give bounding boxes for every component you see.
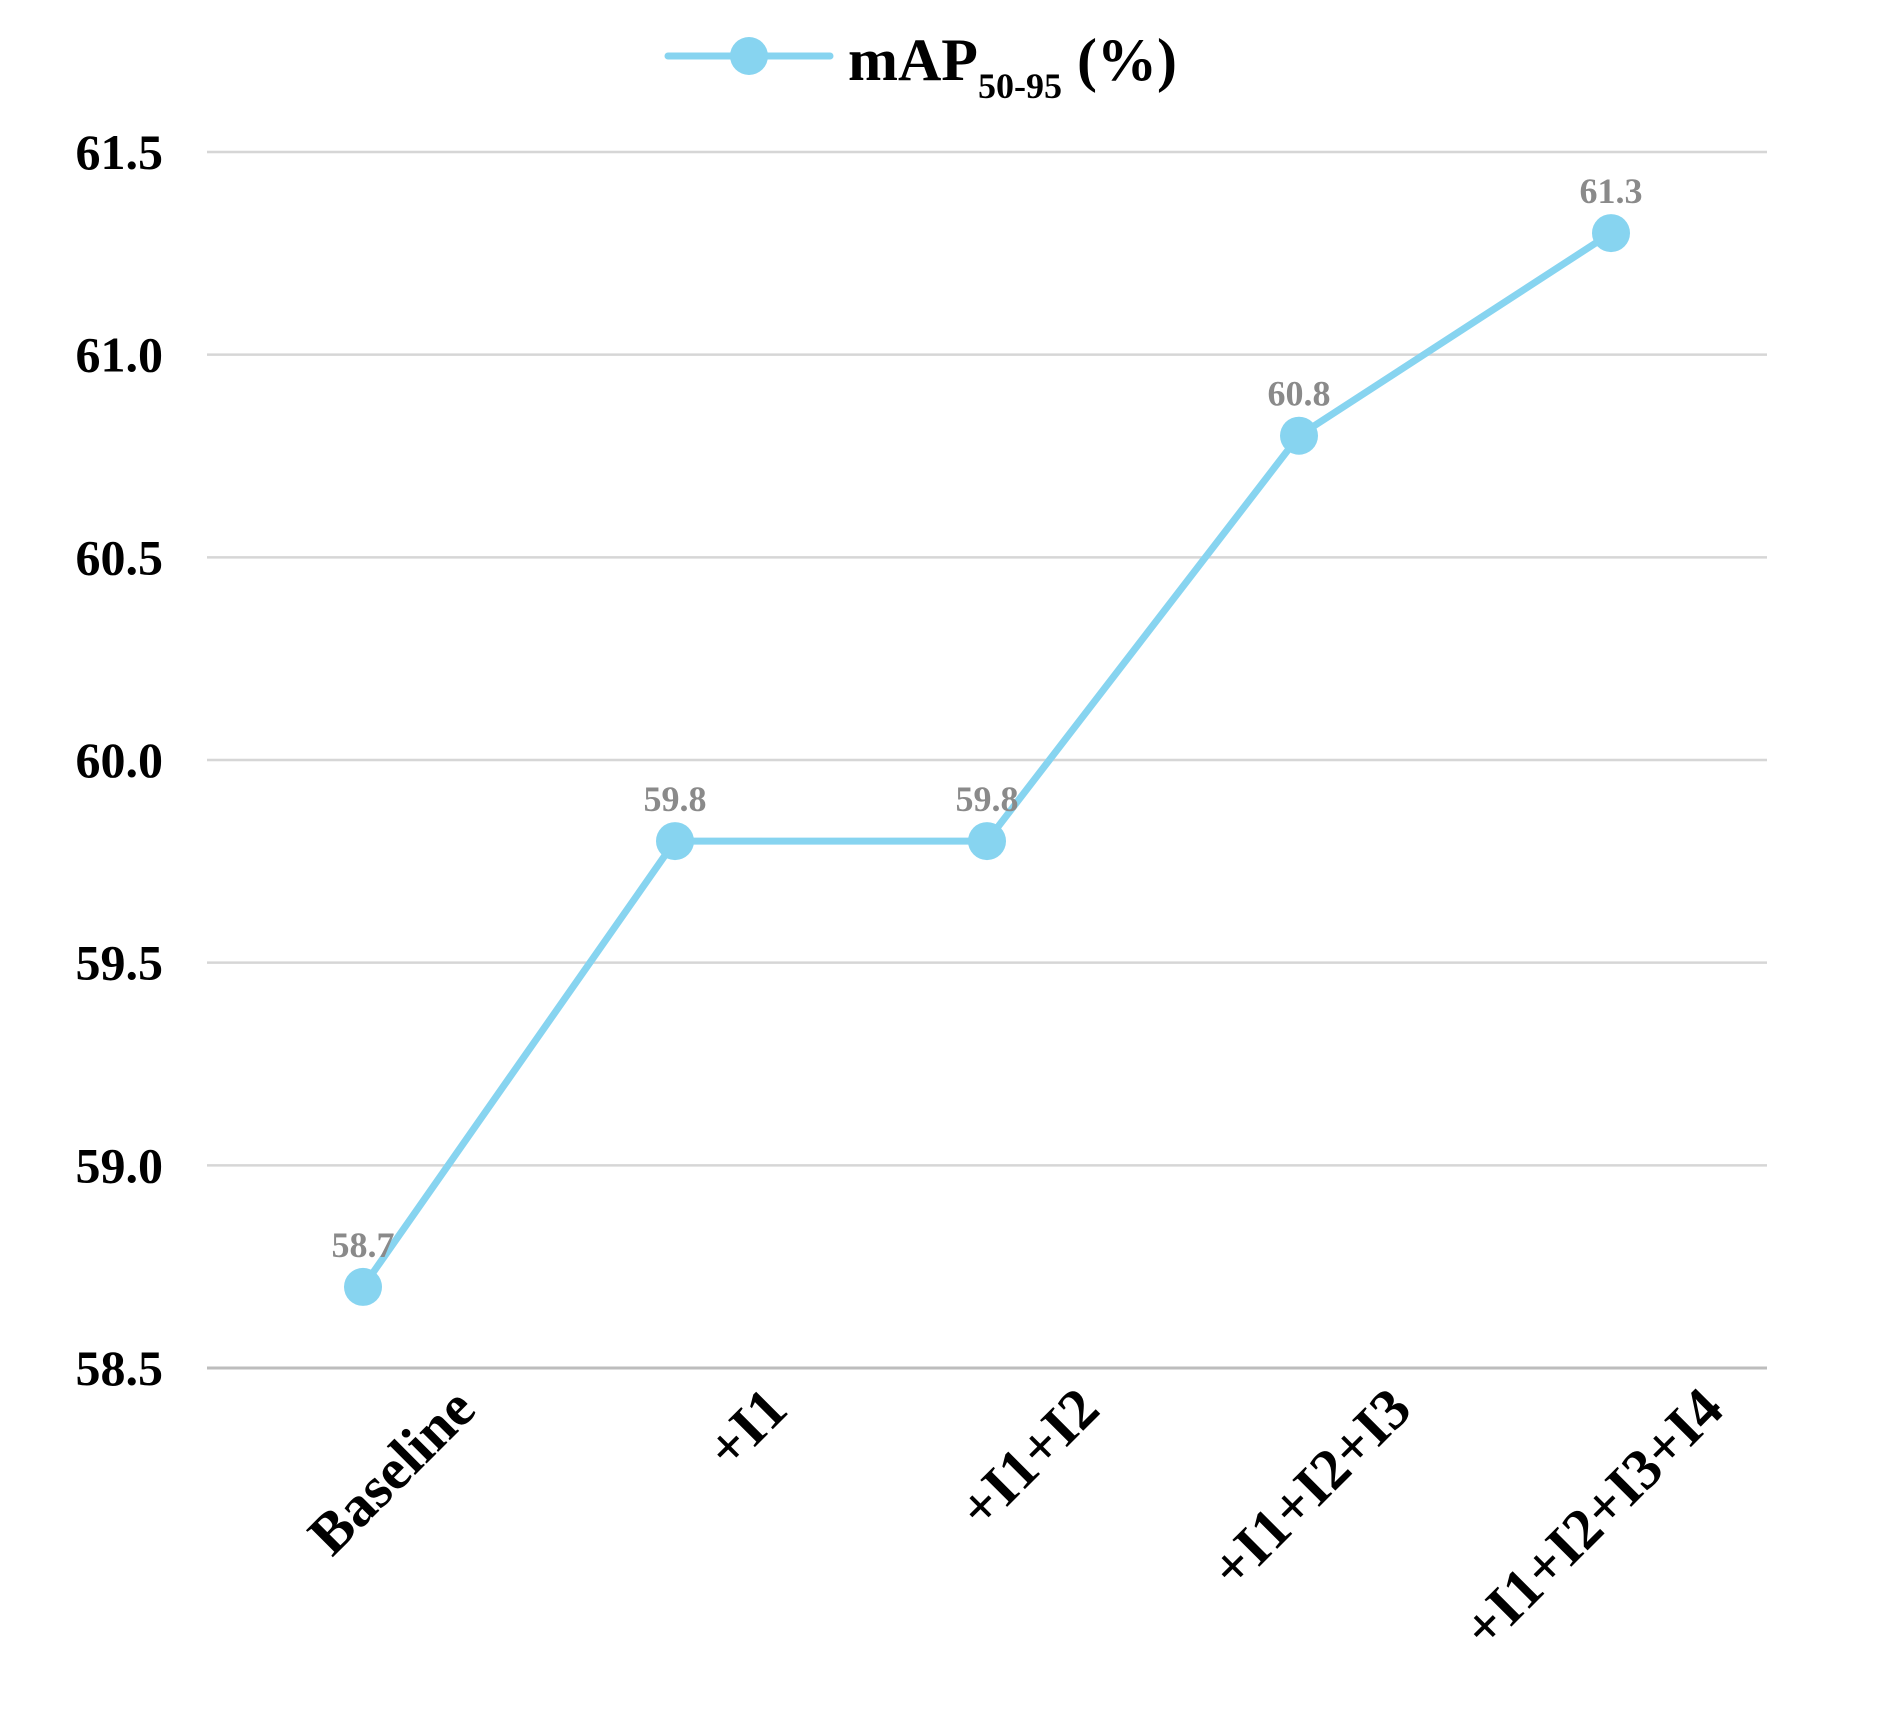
series-line-segment bbox=[1295, 229, 1615, 440]
data-label: 58.7 bbox=[332, 1225, 395, 1265]
x-tick-label: +I1+I2+I3+I4 bbox=[1450, 1375, 1735, 1660]
legend-entry-suffix: (%) bbox=[1062, 27, 1177, 93]
y-tick-label: 58.5 bbox=[76, 1340, 164, 1396]
legend: mAP50-95 (%) bbox=[664, 27, 1177, 106]
data-label: 60.8 bbox=[1268, 374, 1331, 414]
data-label: 61.3 bbox=[1580, 171, 1643, 211]
data-label: 59.8 bbox=[956, 779, 1019, 819]
y-tick-label: 59.5 bbox=[76, 935, 164, 991]
x-tick-label: Baseline bbox=[295, 1375, 487, 1567]
legend-entry-main: mAP bbox=[848, 27, 978, 93]
data-points bbox=[344, 214, 1630, 1306]
x-tick-label: +I1 bbox=[693, 1375, 799, 1481]
x-axis-ticks: Baseline +I1 +I1+I2 +I1+I2+I3 +I1+I2+I3+I4 bbox=[295, 1375, 1735, 1660]
legend-entry: mAP50-95 (%) bbox=[848, 27, 1177, 106]
series-lines bbox=[359, 229, 1615, 1291]
y-axis-ticks: 58.5 59.0 59.5 60.0 60.5 61.0 61.5 bbox=[76, 124, 164, 1396]
data-point bbox=[1592, 214, 1630, 253]
data-point bbox=[1280, 416, 1318, 455]
y-tick-label: 60.5 bbox=[76, 529, 164, 585]
x-tick-label: +I1+I2 bbox=[946, 1375, 1112, 1541]
data-point bbox=[344, 1267, 382, 1306]
y-tick-label: 60.0 bbox=[76, 732, 164, 788]
series-line-segment bbox=[359, 837, 679, 1291]
y-tick-label: 61.0 bbox=[76, 327, 164, 383]
data-point bbox=[968, 822, 1006, 861]
series-line-segment bbox=[983, 432, 1303, 845]
data-label: 59.8 bbox=[644, 779, 707, 819]
gridlines bbox=[207, 150, 1767, 1370]
data-point bbox=[656, 822, 694, 861]
data-labels: 58.7 59.8 59.8 60.8 61.3 bbox=[332, 171, 1643, 1265]
y-tick-label: 61.5 bbox=[76, 124, 164, 180]
x-tick-label: +I1+I2+I3 bbox=[1198, 1375, 1423, 1600]
legend-dot-marker bbox=[730, 37, 768, 75]
legend-entry-subscript: 50-95 bbox=[978, 66, 1062, 106]
y-tick-label: 59.0 bbox=[76, 1137, 164, 1193]
